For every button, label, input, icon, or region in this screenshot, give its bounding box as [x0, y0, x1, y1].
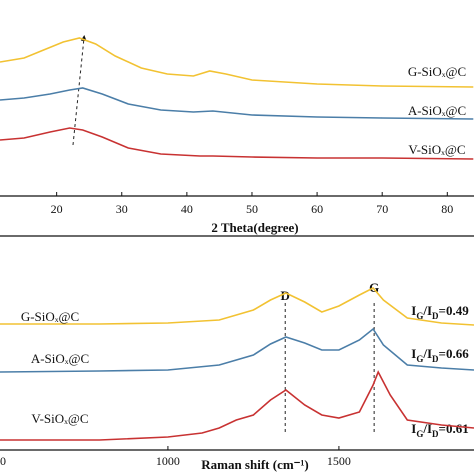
ratio-part: /I: [422, 421, 432, 436]
ratio-part: G: [416, 311, 423, 321]
ratio-part: I: [411, 346, 416, 361]
ratio-part: I: [411, 421, 416, 436]
peak-label: D: [281, 288, 290, 303]
ratio-part: G: [416, 429, 423, 439]
x-tick-label: 20: [51, 202, 63, 216]
series-label: G-SiOₓ@C: [408, 64, 466, 79]
series-label: V-SiOₓ@C: [408, 142, 465, 157]
ratio-part: =0.49: [439, 303, 470, 318]
series-label: G-SiOₓ@C: [21, 309, 79, 324]
series-line: [0, 370, 474, 441]
x-tick-label: 70: [376, 202, 388, 216]
series-line: [0, 87, 474, 120]
series-line: [0, 287, 474, 326]
x-tick-label: 30: [116, 202, 128, 216]
ratio-part: /I: [422, 346, 432, 361]
ratio-part: /I: [422, 303, 432, 318]
ratio-label: IG/ID=0.66: [411, 346, 469, 364]
x-axis-title: 2 Theta(degree): [211, 220, 298, 235]
ratio-part: D: [432, 311, 439, 321]
ratio-label: IG/ID=0.49: [411, 303, 469, 321]
ratio-part: I: [411, 303, 416, 318]
peak-label: G: [369, 280, 379, 295]
x-tick-label: 1000: [156, 454, 180, 468]
series-line: [0, 37, 474, 88]
ratio-part: =0.61: [439, 421, 469, 436]
series-line: [0, 327, 474, 373]
ratio-part: G: [416, 354, 423, 364]
series-label: A-SiOₓ@C: [31, 351, 89, 366]
series-label: A-SiOₓ@C: [408, 103, 466, 118]
ratio-part: =0.66: [439, 346, 470, 361]
x-tick-label: 60: [311, 202, 323, 216]
x-tick-label: 80: [441, 202, 453, 216]
series-line: [0, 127, 474, 160]
x-tick-label: 40: [181, 202, 193, 216]
ratio-label: IG/ID=0.61: [411, 421, 468, 439]
x-tick-label: 1500: [327, 454, 351, 468]
ratio-part: D: [432, 429, 439, 439]
ratio-part: D: [432, 354, 439, 364]
series-label: V-SiOₓ@C: [31, 411, 88, 426]
x-tick-label: 50: [246, 202, 258, 216]
x-tick-label: 500: [0, 454, 6, 468]
x-axis-title: Raman shift (cm⁻¹): [201, 457, 309, 472]
